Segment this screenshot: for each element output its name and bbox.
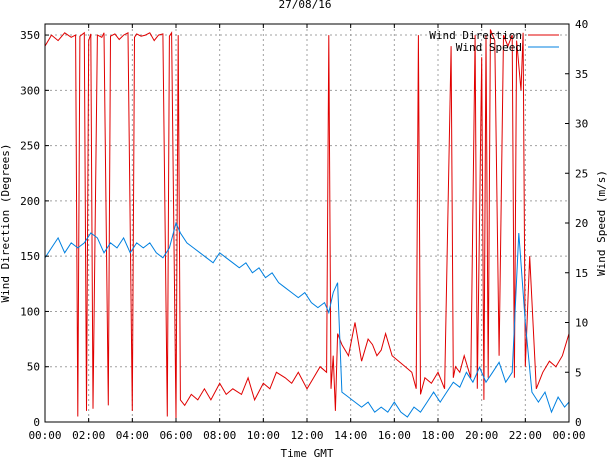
chart-title: 27/08/16 [279,0,332,11]
right-tick-label: 20 [575,217,588,230]
right-tick-label: 5 [575,366,582,379]
right-tick-label: 25 [575,167,588,180]
left-tick-label: 100 [20,305,40,318]
x-tick-label: 18:00 [421,429,454,442]
x-tick-label: 02:00 [72,429,105,442]
x-tick-label: 22:00 [509,429,542,442]
right-axis-label: Wind Speed (m/s) [595,170,608,276]
x-tick-label: 00:00 [28,429,61,442]
x-tick-label: 06:00 [159,429,192,442]
x-tick-label: 12:00 [290,429,323,442]
left-tick-label: 250 [20,140,40,153]
left-tick-label: 50 [27,361,40,374]
x-tick-label: 08:00 [203,429,236,442]
left-tick-label: 200 [20,195,40,208]
x-tick-label: 10:00 [247,429,280,442]
x-tick-label: 04:00 [116,429,149,442]
series-layer [44,29,570,419]
left-tick-label: 0 [33,416,40,429]
x-tick-label: 16:00 [378,429,411,442]
x-tick-label: 20:00 [465,429,498,442]
axis-layer: 00:00 02:00 04:00 06:00 08:00 10:00 12:00 14:00… [20,18,588,442]
x-axis-label: Time GMT [281,447,334,459]
left-axis-label: Wind Direction (Degrees) [0,144,12,303]
legend-label: Wind Speed [456,41,522,54]
x-tick-label: 14:00 [334,429,367,442]
left-tick-label: 350 [20,29,40,42]
left-tick-label: 300 [20,84,40,97]
x-tick-label: 00:00 [552,429,585,442]
wind-direction-line [44,29,570,419]
legend-label: Wind Direction [429,29,522,42]
right-tick-label: 40 [575,18,588,31]
right-tick-label: 15 [575,267,588,280]
right-tick-label: 10 [575,317,588,330]
wind-speed-line [44,221,570,418]
right-tick-label: 35 [575,68,588,81]
right-tick-label: 0 [575,416,582,429]
right-tick-label: 30 [575,118,588,131]
left-tick-label: 150 [20,250,40,263]
